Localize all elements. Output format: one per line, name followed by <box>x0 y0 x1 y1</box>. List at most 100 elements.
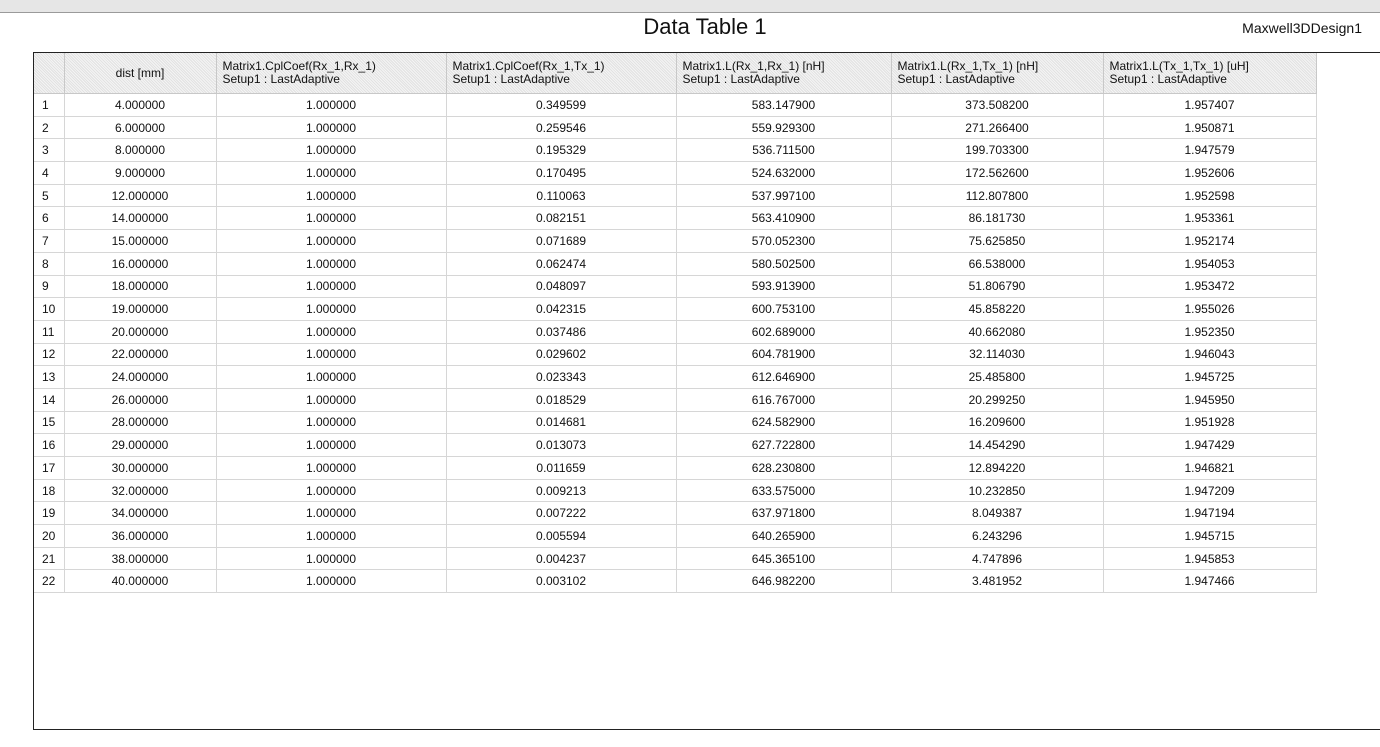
table-cell[interactable]: 1.950871 <box>1103 116 1317 140</box>
table-cell[interactable]: 628.230800 <box>676 456 892 480</box>
table-cell[interactable]: 583.147900 <box>676 93 892 117</box>
row-number-cell[interactable]: 19 <box>34 501 65 526</box>
table-cell[interactable]: 0.004237 <box>446 547 677 571</box>
row-number-cell[interactable]: 11 <box>34 320 65 344</box>
table-cell[interactable]: 3.481952 <box>891 569 1104 594</box>
table-cell[interactable]: 19.000000 <box>64 297 217 321</box>
table-cell[interactable]: 4.000000 <box>64 93 217 117</box>
table-cell[interactable]: 1.000000 <box>216 547 447 571</box>
table-cell[interactable]: 1.000000 <box>216 433 447 457</box>
table-row[interactable]: 4 9.000000 1.000000 0.170495 524.632000 172.5… <box>34 161 1317 185</box>
table-cell[interactable]: 612.646900 <box>676 365 892 389</box>
table-cell[interactable]: 1.000000 <box>216 411 447 435</box>
table-cell[interactable]: 1.945950 <box>1103 388 1317 412</box>
table-cell[interactable]: 16.209600 <box>891 411 1104 435</box>
row-number-cell[interactable]: 15 <box>34 411 65 435</box>
table-cell[interactable]: 20.000000 <box>64 320 217 344</box>
table-cell[interactable]: 12.000000 <box>64 184 217 208</box>
row-number-cell[interactable]: 1 <box>34 93 65 117</box>
table-row[interactable]: 19 34.000000 1.000000 0.007222 637.971800 8.0… <box>34 501 1317 526</box>
table-cell[interactable]: 20.299250 <box>891 388 1104 412</box>
table-cell[interactable]: 646.982200 <box>676 569 892 594</box>
table-cell[interactable]: 28.000000 <box>64 411 217 435</box>
table-cell[interactable]: 1.000000 <box>216 161 447 185</box>
table-cell[interactable]: 616.767000 <box>676 388 892 412</box>
table-cell[interactable]: 559.929300 <box>676 116 892 140</box>
table-cell[interactable]: 0.003102 <box>446 569 677 594</box>
table-cell[interactable]: 1.957407 <box>1103 93 1317 117</box>
table-cell[interactable]: 6.000000 <box>64 116 217 140</box>
table-cell[interactable]: 1.952350 <box>1103 320 1317 344</box>
table-cell[interactable]: 1.946821 <box>1103 456 1317 480</box>
table-row[interactable]: 8 16.000000 1.000000 0.062474 580.502500 66.5… <box>34 252 1317 276</box>
row-number-cell[interactable]: 13 <box>34 365 65 389</box>
table-cell[interactable]: 1.952174 <box>1103 229 1317 253</box>
column-header-cplcoef-rx-rx[interactable]: Matrix1.CplCoef(Rx_1,Rx_1) Setup1 : Last… <box>216 53 447 94</box>
table-cell[interactable]: 1.000000 <box>216 388 447 412</box>
table-cell[interactable]: 0.023343 <box>446 365 677 389</box>
table-cell[interactable]: 0.013073 <box>446 433 677 457</box>
table-row[interactable]: 12 22.000000 1.000000 0.029602 604.781900 32.… <box>34 343 1317 367</box>
table-cell[interactable]: 604.781900 <box>676 343 892 367</box>
table-cell[interactable]: 600.753100 <box>676 297 892 321</box>
row-number-cell[interactable]: 14 <box>34 388 65 412</box>
table-cell[interactable]: 15.000000 <box>64 229 217 253</box>
table-cell[interactable]: 373.508200 <box>891 93 1104 117</box>
table-cell[interactable]: 0.005594 <box>446 524 677 548</box>
table-cell[interactable]: 34.000000 <box>64 501 217 526</box>
table-cell[interactable]: 38.000000 <box>64 547 217 571</box>
table-cell[interactable]: 0.110063 <box>446 184 677 208</box>
table-cell[interactable]: 8.049387 <box>891 501 1104 526</box>
table-cell[interactable]: 627.722800 <box>676 433 892 457</box>
row-number-cell[interactable]: 6 <box>34 206 65 231</box>
row-number-cell[interactable]: 5 <box>34 184 65 208</box>
table-row[interactable]: 5 12.000000 1.000000 0.110063 537.997100 112.… <box>34 184 1317 208</box>
table-cell[interactable]: 0.009213 <box>446 479 677 503</box>
table-cell[interactable]: 0.011659 <box>446 456 677 480</box>
table-cell[interactable]: 624.582900 <box>676 411 892 435</box>
table-row[interactable]: 14 26.000000 1.000000 0.018529 616.767000 20.… <box>34 388 1317 412</box>
table-cell[interactable]: 1.955026 <box>1103 297 1317 321</box>
row-number-cell[interactable]: 10 <box>34 297 65 321</box>
table-cell[interactable]: 32.000000 <box>64 479 217 503</box>
column-header-l-tx-tx[interactable]: Matrix1.L(Tx_1,Tx_1) [uH] Setup1 : LastA… <box>1103 53 1317 94</box>
table-cell[interactable]: 0.170495 <box>446 161 677 185</box>
table-cell[interactable]: 1.947194 <box>1103 501 1317 526</box>
column-header-l-rx-rx[interactable]: Matrix1.L(Rx_1,Rx_1) [nH] Setup1 : LastA… <box>676 53 892 94</box>
table-cell[interactable]: 1.947466 <box>1103 569 1317 594</box>
table-cell[interactable]: 0.071689 <box>446 229 677 253</box>
table-cell[interactable]: 1.000000 <box>216 343 447 367</box>
table-row[interactable]: 3 8.000000 1.000000 0.195329 536.711500 199.7… <box>34 138 1317 163</box>
table-cell[interactable]: 0.014681 <box>446 411 677 435</box>
table-cell[interactable]: 0.062474 <box>446 252 677 276</box>
table-cell[interactable]: 1.000000 <box>216 479 447 503</box>
table-cell[interactable]: 1.945725 <box>1103 365 1317 389</box>
table-row[interactable]: 16 29.000000 1.000000 0.013073 627.722800 14.… <box>34 433 1317 457</box>
table-cell[interactable]: 14.000000 <box>64 206 217 231</box>
table-cell[interactable]: 537.997100 <box>676 184 892 208</box>
table-row[interactable]: 7 15.000000 1.000000 0.071689 570.052300 75.6… <box>34 229 1317 253</box>
table-cell[interactable]: 22.000000 <box>64 343 217 367</box>
table-cell[interactable]: 0.029602 <box>446 343 677 367</box>
table-row[interactable]: 21 38.000000 1.000000 0.004237 645.365100 4.7… <box>34 547 1317 571</box>
table-cell[interactable]: 1.952606 <box>1103 161 1317 185</box>
table-cell[interactable]: 1.000000 <box>216 297 447 321</box>
table-cell[interactable]: 1.947429 <box>1103 433 1317 457</box>
table-cell[interactable]: 0.195329 <box>446 138 677 163</box>
row-number-cell[interactable]: 18 <box>34 479 65 503</box>
table-cell[interactable]: 18.000000 <box>64 275 217 299</box>
table-cell[interactable]: 1.000000 <box>216 252 447 276</box>
column-header-l-rx-tx[interactable]: Matrix1.L(Rx_1,Tx_1) [nH] Setup1 : LastA… <box>891 53 1104 94</box>
table-cell[interactable]: 1.000000 <box>216 275 447 299</box>
table-cell[interactable]: 4.747896 <box>891 547 1104 571</box>
table-cell[interactable]: 580.502500 <box>676 252 892 276</box>
table-row[interactable]: 10 19.000000 1.000000 0.042315 600.753100 45.… <box>34 297 1317 321</box>
table-cell[interactable]: 1.000000 <box>216 456 447 480</box>
table-cell[interactable]: 30.000000 <box>64 456 217 480</box>
table-cell[interactable]: 1.946043 <box>1103 343 1317 367</box>
table-cell[interactable]: 12.894220 <box>891 456 1104 480</box>
table-cell[interactable]: 640.265900 <box>676 524 892 548</box>
table-cell[interactable]: 112.807800 <box>891 184 1104 208</box>
table-cell[interactable]: 1.000000 <box>216 206 447 231</box>
table-cell[interactable]: 1.000000 <box>216 93 447 117</box>
